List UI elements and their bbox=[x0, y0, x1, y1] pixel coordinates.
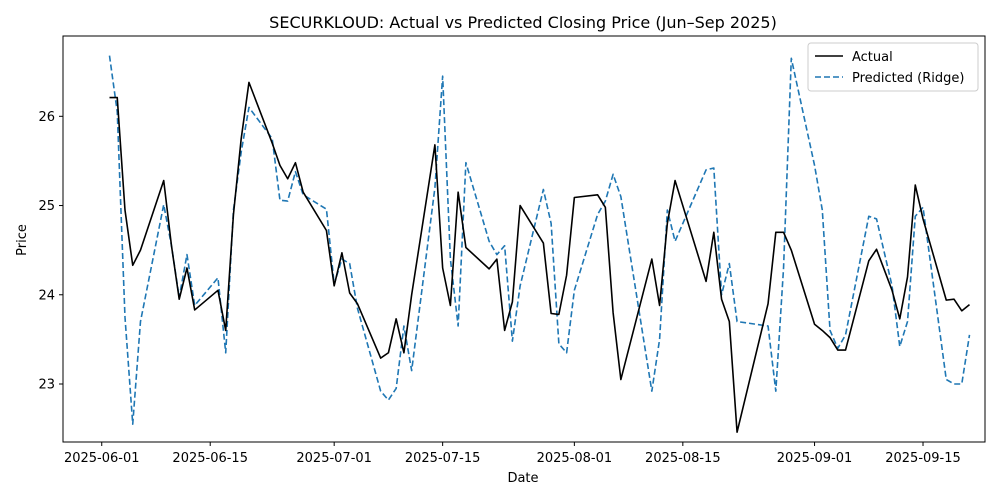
plot-area bbox=[62, 35, 986, 443]
y-tick-label-1: 24 bbox=[38, 288, 55, 303]
plot-frame bbox=[62, 35, 986, 443]
y-axis: 23 24 25 26 bbox=[38, 110, 63, 393]
x-tick-label-6: 2025-09-01 bbox=[777, 451, 853, 466]
series-line-predicted-ridge bbox=[108, 55, 971, 425]
legend: Actual Predicted (Ridge) bbox=[807, 42, 979, 92]
x-tick-label-4: 2025-08-01 bbox=[537, 451, 613, 466]
chart-title: SECURKLOUD: Actual vs Predicted Closing … bbox=[269, 13, 777, 32]
series-layer bbox=[108, 55, 971, 433]
x-tick-label-2: 2025-07-01 bbox=[296, 451, 372, 466]
x-tick-label-3: 2025-07-15 bbox=[405, 451, 481, 466]
y-tick-label-3: 26 bbox=[38, 110, 55, 125]
legend-label-predicted: Predicted (Ridge) bbox=[852, 71, 964, 86]
x-axis-label: Date bbox=[507, 471, 538, 486]
y-tick-label-0: 23 bbox=[38, 378, 55, 393]
legend-box bbox=[807, 42, 979, 92]
x-tick-label-5: 2025-08-15 bbox=[645, 451, 721, 466]
x-tick-label-7: 2025-09-15 bbox=[885, 451, 961, 466]
series-line-actual bbox=[109, 81, 971, 433]
legend-label-actual: Actual bbox=[852, 50, 893, 65]
x-tick-label-1: 2025-06-15 bbox=[172, 451, 248, 466]
x-axis: 2025-06-01 2025-06-15 2025-07-01 2025-07-15… bbox=[64, 442, 961, 466]
y-tick-label-2: 25 bbox=[38, 199, 55, 214]
y-axis-label: Price bbox=[15, 224, 30, 256]
x-tick-label-0: 2025-06-01 bbox=[64, 451, 140, 466]
